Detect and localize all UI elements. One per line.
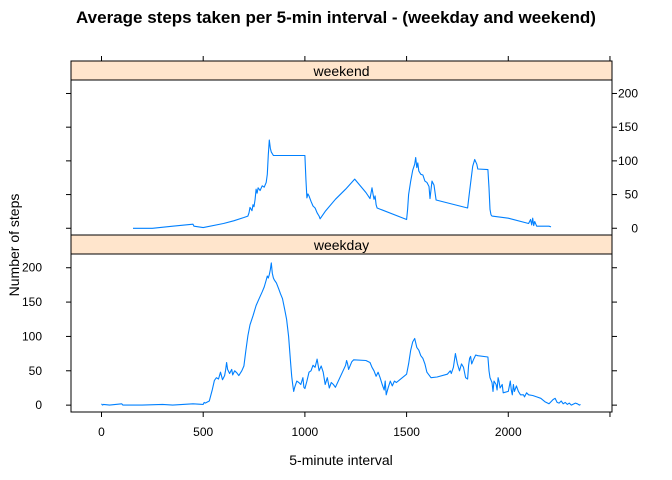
y-tick-label: 50 <box>29 364 43 378</box>
x-axis-label: 5-minute interval <box>289 452 393 468</box>
y-tick-label: 100 <box>22 329 42 343</box>
series-line-weekend <box>133 139 552 229</box>
y-tick-label: 200 <box>618 86 638 100</box>
panel-frame-weekend <box>70 79 613 236</box>
y-axis-label: Number of steps <box>6 194 22 297</box>
strip-label-weekday: weekday <box>313 237 369 253</box>
x-tick-label: 2000 <box>495 425 522 439</box>
panel-weekend: weekend 0 50 100 150 200 <box>66 60 639 236</box>
y-tick-label: 150 <box>22 295 42 309</box>
y-tick-label: 150 <box>618 120 638 134</box>
series-line-weekday <box>101 262 581 406</box>
x-tick-label: 0 <box>98 425 105 439</box>
panel-weekday: weekday 0 50 100 150 200 <box>22 234 617 413</box>
y-tick-label: 50 <box>625 188 639 202</box>
chart-title: Average steps taken per 5-min interval -… <box>76 8 596 27</box>
y-tick-label: 0 <box>35 398 42 412</box>
x-tick-label: 1500 <box>393 425 420 439</box>
y-tick-label: 100 <box>618 154 638 168</box>
panel-frame-weekday <box>70 253 613 413</box>
x-tick-label: 1000 <box>292 425 319 439</box>
strip-label-weekend: weekend <box>312 63 369 79</box>
y-tick-label: 200 <box>22 261 42 275</box>
y-tick-label: 0 <box>631 221 638 235</box>
x-tick-label: 500 <box>193 425 213 439</box>
